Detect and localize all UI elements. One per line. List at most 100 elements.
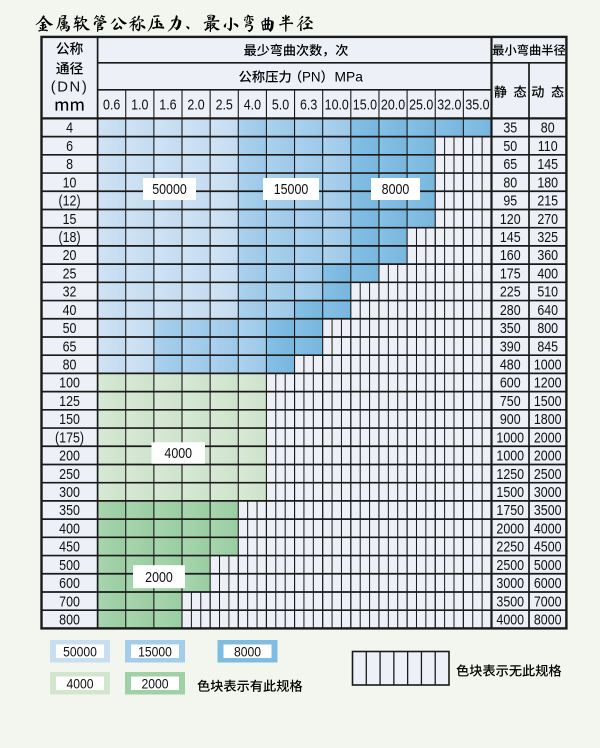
svg-text:35: 35: [503, 120, 517, 136]
svg-text:25: 25: [63, 266, 77, 282]
svg-text:50: 50: [63, 320, 77, 336]
svg-text:8000: 8000: [382, 181, 410, 197]
svg-text:2.0: 2.0: [187, 97, 204, 113]
svg-text:1800: 1800: [534, 411, 562, 427]
svg-text:1500: 1500: [496, 484, 524, 500]
svg-text:PN: PN: [302, 70, 321, 85]
svg-text:120: 120: [500, 211, 521, 227]
svg-text:350: 350: [500, 320, 521, 336]
svg-text:3500: 3500: [496, 593, 524, 609]
svg-text:15000: 15000: [138, 644, 172, 660]
svg-text:1.0: 1.0: [131, 97, 148, 113]
svg-text:7000: 7000: [534, 593, 562, 609]
svg-text:845: 845: [537, 338, 558, 354]
svg-text:500: 500: [59, 557, 80, 573]
svg-text:20.0: 20.0: [381, 97, 405, 113]
svg-text:65: 65: [503, 156, 517, 172]
svg-text:35.0: 35.0: [465, 97, 489, 113]
svg-text:4000: 4000: [534, 521, 562, 537]
svg-text:50000: 50000: [63, 644, 97, 660]
svg-text:145: 145: [537, 156, 558, 172]
svg-text:175: 175: [500, 266, 521, 282]
svg-text:640: 640: [537, 302, 558, 318]
svg-text:1200: 1200: [534, 375, 562, 391]
svg-text:180: 180: [537, 175, 558, 191]
svg-text:50000: 50000: [152, 181, 187, 197]
svg-text:145: 145: [500, 229, 521, 245]
svg-text:280: 280: [500, 302, 521, 318]
svg-text:400: 400: [59, 521, 80, 537]
svg-text:400: 400: [537, 266, 558, 282]
svg-text:0.6: 0.6: [103, 97, 120, 113]
svg-text:2000: 2000: [496, 521, 524, 537]
svg-text:2500: 2500: [534, 466, 562, 482]
svg-text:225: 225: [500, 284, 521, 300]
svg-text:80: 80: [63, 357, 77, 373]
svg-text:32: 32: [63, 284, 77, 300]
svg-text:125: 125: [59, 393, 80, 409]
svg-text:8: 8: [66, 156, 73, 172]
svg-text:160: 160: [500, 247, 521, 263]
svg-text:6: 6: [66, 138, 73, 154]
svg-text:80: 80: [503, 175, 517, 191]
svg-text:350: 350: [59, 502, 80, 518]
svg-text:3000: 3000: [534, 484, 562, 500]
svg-text:25.0: 25.0: [409, 97, 433, 113]
svg-text:15000: 15000: [274, 181, 309, 197]
svg-text:2250: 2250: [496, 539, 524, 555]
svg-text:(12): (12): [58, 193, 80, 209]
svg-text:510: 510: [537, 284, 558, 300]
svg-text:900: 900: [500, 411, 521, 427]
svg-text:(175): (175): [55, 430, 84, 446]
svg-text:600: 600: [59, 575, 80, 591]
svg-text:1750: 1750: [496, 502, 524, 518]
svg-text:200: 200: [59, 448, 80, 464]
svg-text:2000: 2000: [534, 448, 562, 464]
svg-text:3500: 3500: [534, 502, 562, 518]
svg-text:700: 700: [59, 593, 80, 609]
svg-text:325: 325: [537, 229, 558, 245]
svg-text:10.0: 10.0: [325, 97, 349, 113]
svg-text:65: 65: [63, 338, 77, 354]
svg-text:15.0: 15.0: [353, 97, 377, 113]
svg-text:360: 360: [537, 247, 558, 263]
svg-text:150: 150: [59, 411, 80, 427]
svg-text:2000: 2000: [534, 430, 562, 446]
svg-text:2500: 2500: [496, 557, 524, 573]
svg-text:5.0: 5.0: [272, 97, 289, 113]
svg-text:50: 50: [503, 138, 517, 154]
svg-text:40: 40: [63, 302, 77, 318]
svg-text:MPa: MPa: [335, 70, 364, 85]
svg-text:20: 20: [63, 247, 77, 263]
svg-text:(DN): (DN): [51, 80, 89, 96]
svg-text:300: 300: [59, 484, 80, 500]
svg-text:2000: 2000: [145, 569, 173, 585]
svg-text:4000: 4000: [66, 676, 93, 692]
svg-text:8000: 8000: [234, 644, 261, 660]
svg-text:(18): (18): [58, 229, 80, 245]
svg-text:5000: 5000: [534, 557, 562, 573]
svg-text:750: 750: [500, 393, 521, 409]
svg-text:800: 800: [537, 320, 558, 336]
svg-text:800: 800: [59, 612, 80, 628]
svg-text:250: 250: [59, 466, 80, 482]
svg-text:390: 390: [500, 338, 521, 354]
svg-text:3000: 3000: [496, 575, 524, 591]
svg-text:1.6: 1.6: [159, 97, 176, 113]
svg-text:4500: 4500: [534, 539, 562, 555]
svg-text:2000: 2000: [141, 676, 168, 692]
svg-text:4: 4: [66, 120, 73, 136]
svg-text:480: 480: [500, 357, 521, 373]
svg-text:10: 10: [63, 175, 77, 191]
svg-text:1000: 1000: [496, 448, 524, 464]
svg-text:100: 100: [59, 375, 80, 391]
svg-text:1000: 1000: [534, 357, 562, 373]
svg-text:8000: 8000: [534, 612, 562, 628]
svg-text:110: 110: [538, 138, 558, 154]
svg-text:32.0: 32.0: [437, 97, 461, 113]
svg-text:6.3: 6.3: [300, 97, 317, 113]
svg-text:15: 15: [63, 211, 77, 227]
svg-text:80: 80: [541, 120, 555, 136]
svg-text:4000: 4000: [496, 612, 524, 628]
svg-text:270: 270: [537, 211, 558, 227]
